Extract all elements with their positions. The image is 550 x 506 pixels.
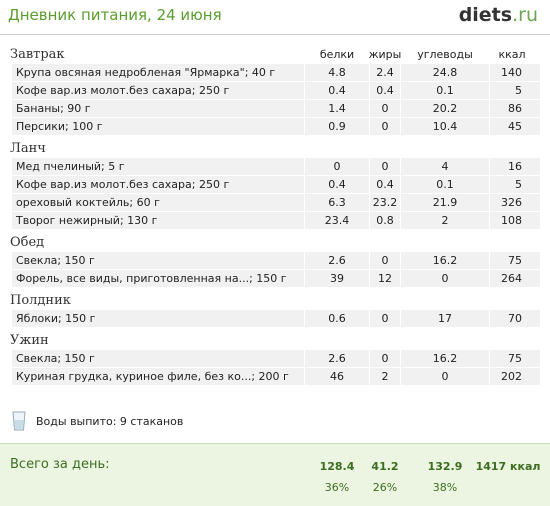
section-title: Завтрак: [10, 47, 65, 62]
food-value: 75: [490, 252, 540, 269]
section-title: Полдник: [10, 293, 71, 308]
food-name: Куриная грудка, куриное филе, без ко...;…: [12, 368, 304, 385]
food-value: 17: [401, 310, 489, 327]
logo[interactable]: diets.ru: [459, 4, 538, 26]
food-name: Мед пчелиный; 5 г: [12, 158, 304, 175]
column-header: ккал: [498, 48, 526, 61]
food-value: 16: [490, 158, 540, 175]
column-header: жиры: [368, 48, 402, 61]
food-value: 2.6: [305, 252, 369, 269]
food-name: Бананы; 90 г: [12, 100, 304, 117]
food-name: ореховый коктейль; 60 г: [12, 194, 304, 211]
food-value: 264: [490, 270, 540, 287]
total-percent: 38%: [432, 481, 458, 494]
food-name: Свекла; 150 г: [12, 252, 304, 269]
logo-main: diets: [458, 4, 513, 26]
food-value: 0.9: [305, 118, 369, 135]
food-value: 75: [490, 350, 540, 367]
total-percent: 36%: [324, 481, 350, 494]
food-value: 0: [370, 158, 400, 175]
totals-label: Всего за день:: [10, 457, 110, 472]
food-name: Кофе вар.из молот.без сахара; 250 г: [12, 176, 304, 193]
food-value: 0: [370, 252, 400, 269]
food-value: 2: [401, 212, 489, 229]
food-name: Кофе вар.из молот.без сахара; 250 г: [12, 82, 304, 99]
food-name: Свекла; 150 г: [12, 350, 304, 367]
total-value: 41.2: [371, 460, 399, 473]
food-value: 0.4: [370, 82, 400, 99]
food-value: 16.2: [401, 350, 489, 367]
food-value: 5: [490, 176, 540, 193]
food-value: 2.6: [305, 350, 369, 367]
food-value: 70: [490, 310, 540, 327]
food-name: Яблоки; 150 г: [12, 310, 304, 327]
food-name: Форель, все виды, приготовленная на...; …: [12, 270, 304, 287]
food-value: 0: [305, 158, 369, 175]
food-value: 202: [490, 368, 540, 385]
food-value: 23.4: [305, 212, 369, 229]
water-text: Воды выпито: 9 стаканов: [36, 415, 184, 428]
logo-suffix: .ru: [512, 4, 538, 26]
food-name: Персики; 100 г: [12, 118, 304, 135]
section-title: Ланч: [10, 141, 46, 156]
food-value: 16.2: [401, 252, 489, 269]
food-value: 2.4: [370, 64, 400, 81]
food-value: 0.1: [401, 176, 489, 193]
total-value: 1417 ккал: [475, 460, 541, 473]
food-value: 108: [490, 212, 540, 229]
food-value: 24.8: [401, 64, 489, 81]
food-value: 2: [370, 368, 400, 385]
food-value: 6.3: [305, 194, 369, 211]
totals-panel: [0, 443, 550, 506]
food-value: 326: [490, 194, 540, 211]
food-value: 0: [370, 100, 400, 117]
food-value: 39: [305, 270, 369, 287]
food-value: 0.8: [370, 212, 400, 229]
total-value: 132.9: [427, 460, 463, 473]
total-value: 128.4: [319, 460, 355, 473]
food-value: 20.2: [401, 100, 489, 117]
food-value: 140: [490, 64, 540, 81]
food-value: 0.4: [370, 176, 400, 193]
food-name: Творог нежирный; 130 г: [12, 212, 304, 229]
food-value: 10.4: [401, 118, 489, 135]
title: Дневник питания, 24 июня: [8, 6, 222, 24]
food-value: 23.2: [370, 194, 400, 211]
food-value: 12: [370, 270, 400, 287]
food-value: 0: [370, 310, 400, 327]
food-value: 5: [490, 82, 540, 99]
column-header: углеводы: [417, 48, 473, 61]
food-value: 0.4: [305, 176, 369, 193]
header-rule: [0, 34, 550, 35]
glass-icon: [12, 411, 26, 431]
section-title: Обед: [10, 235, 45, 250]
food-value: 1.4: [305, 100, 369, 117]
food-value: 0: [401, 368, 489, 385]
column-header: белки: [319, 48, 355, 61]
food-value: 45: [490, 118, 540, 135]
food-value: 0: [370, 350, 400, 367]
food-name: Крупа овсяная недробленая "Ярмарка"; 40 …: [12, 64, 304, 81]
section-title: Ужин: [10, 333, 49, 348]
food-value: 0.1: [401, 82, 489, 99]
food-value: 0.4: [305, 82, 369, 99]
food-value: 0: [401, 270, 489, 287]
food-value: 21.9: [401, 194, 489, 211]
food-value: 0.6: [305, 310, 369, 327]
food-value: 86: [490, 100, 540, 117]
food-value: 4.8: [305, 64, 369, 81]
food-value: 46: [305, 368, 369, 385]
total-percent: 26%: [372, 481, 398, 494]
food-value: 4: [401, 158, 489, 175]
food-value: 0: [370, 118, 400, 135]
